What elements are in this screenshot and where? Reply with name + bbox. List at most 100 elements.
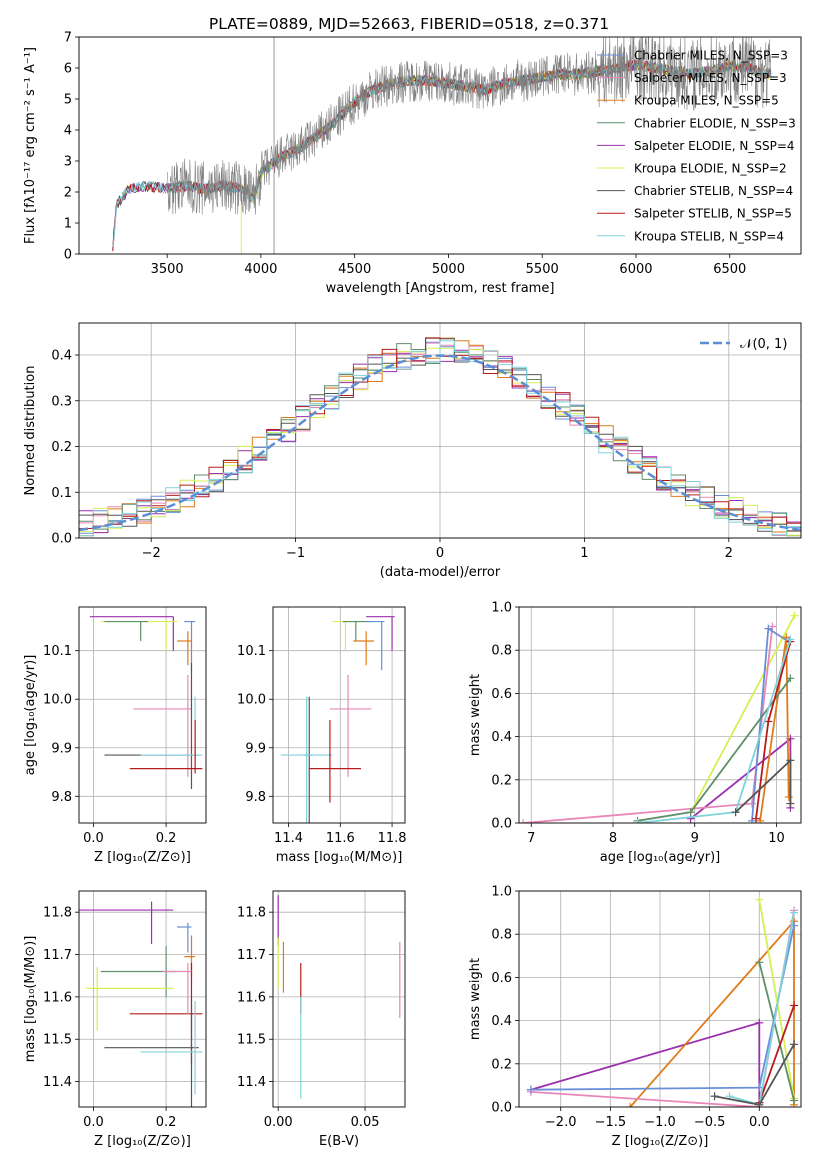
y-tick-label: 0.2 (491, 1057, 512, 1072)
legend-label: Chabrier STELIB, N_SSP=4 (634, 184, 793, 198)
chart-residuals: −2 −1 0 1 2 0.0 0.1 0.2 0.3 0.4 (data-model)/error… (23, 322, 802, 580)
y-tick-label: 9.8 (51, 790, 72, 805)
axes-frame (78, 36, 802, 255)
x-tick-label: 6000 (619, 262, 652, 277)
x-tick-label: 0.05 (351, 1115, 380, 1130)
axes-frame (78, 890, 207, 1108)
plot-area (526, 895, 799, 1107)
plot-area (112, 37, 772, 254)
chart-title: PLATE=0889, MJD=52663, FIBERID=0518, z=0… (209, 15, 609, 33)
y-tick-label: 3 (64, 155, 72, 170)
y-tick-label: 0.6 (491, 687, 512, 702)
y-tick-label: 11.4 (237, 1075, 266, 1090)
chart-spectrum: 3500 4000 4500 5000 5500 6000 6500 0 1 2 3 4 5 6 7 wave… (23, 15, 802, 296)
y-tick-label: 1.0 (491, 601, 512, 616)
legend-label: Chabrier ELODIE, N_SSP=3 (634, 116, 796, 130)
x-tick-label: 4000 (244, 262, 277, 277)
y-tick-label: 9.8 (245, 790, 266, 805)
axes-frame (78, 606, 207, 824)
y-tick-label: 9.9 (51, 741, 72, 756)
legend-label: Chabrier MILES, N_SSP=3 (634, 49, 788, 63)
y-axis-label: Flux [fλ10⁻¹⁷ erg cm⁻² s⁻¹ A⁻¹] (23, 47, 38, 244)
x-tick-label: 10 (768, 831, 785, 846)
axes-frame (518, 890, 802, 1108)
axes-frame (78, 322, 802, 539)
plot-area (79, 901, 203, 1107)
x-axis-label: wavelength [Angstrom, rest frame] (326, 281, 555, 296)
y-tick-label: 10.1 (237, 644, 266, 659)
x-tick-label: 5000 (432, 262, 465, 277)
x-tick-label: 7 (527, 831, 535, 846)
weight-line (530, 925, 795, 1091)
y-tick-label: 4 (64, 124, 72, 139)
x-tick-label: −2.0 (545, 1115, 577, 1130)
plot-area (89, 616, 203, 790)
y-tick-label: 2 (64, 186, 72, 201)
x-axis-label: Z [log₁₀(Z/Z⊙)] (612, 1134, 709, 1149)
y-tick-label: 0.6 (491, 971, 512, 986)
y-axis-label: mass weight (468, 674, 483, 756)
x-axis-label: Z [log₁₀(Z/Z⊙)] (94, 850, 191, 865)
normal-curve (79, 354, 801, 532)
y-tick-label: 10.1 (43, 644, 72, 659)
x-axis-label: E(B-V) (319, 1134, 359, 1149)
x-tick-label: 6500 (713, 262, 746, 277)
chart-mass-vs-Z: 0.0 0.2 11.4 11.5 11.6 11.7 11.8 Z [log₁₀(Z/Z⊙)… (23, 890, 207, 1149)
legend-label: Salpeter MILES, N_SSP=3 (634, 71, 787, 85)
y-tick-label: 7 (64, 31, 72, 46)
x-tick-label: 0.0 (83, 831, 104, 846)
y-tick-label: 11.4 (43, 1075, 72, 1090)
weight-line (689, 615, 796, 813)
y-tick-label: 11.8 (237, 906, 266, 921)
chart-age-vs-Z: 0.0 0.2 9.8 9.9 10.0 10.1 Z [log₁₀(Z/Z⊙)] age [… (23, 606, 207, 865)
x-axis-label: mass [log₁₀(M/M⊙)] (276, 850, 403, 865)
y-tick-label: 11.7 (237, 948, 266, 963)
x-tick-label: −0.5 (694, 1115, 726, 1130)
y-tick-label: 0 (64, 248, 72, 263)
x-tick-label: 3500 (151, 262, 184, 277)
x-axis-label: Z [log₁₀(Z/Z⊙)] (94, 1134, 191, 1149)
y-tick-label: 0.3 (51, 394, 72, 409)
legend-label: Kroupa STELIB, N_SSP=4 (634, 229, 784, 243)
weight-line (758, 1005, 795, 1104)
y-axis-label: mass weight (468, 958, 483, 1040)
y-axis-label: age [log₁₀(age/yr)] (23, 655, 38, 776)
y-tick-label: 0.1 (51, 486, 72, 501)
x-tick-label: 0.00 (264, 1115, 293, 1130)
x-tick-label: 0.0 (83, 1115, 104, 1130)
data-spectrum-line (166, 37, 771, 215)
plot-area (519, 611, 799, 823)
y-tick-label: 0.4 (51, 349, 72, 364)
y-tick-label: 0.2 (491, 773, 512, 788)
y-tick-label: 0.8 (491, 644, 512, 659)
plot-area (79, 337, 801, 537)
y-tick-label: 0.2 (51, 440, 72, 455)
weight-line (758, 899, 795, 1099)
y-tick-label: 5 (64, 93, 72, 108)
y-axis-label: Normed distribution (23, 366, 38, 496)
axes-frame (272, 890, 406, 1108)
y-tick-label: 0.0 (51, 532, 72, 547)
y-axis-label: mass [log₁₀(M/M⊙)] (23, 936, 38, 1063)
x-tick-label: 0 (436, 546, 444, 561)
x-axis-label: (data-model)/error (380, 565, 501, 580)
chart-mass-weight-vs-Z: −2.0 −1.5 −1.0 −0.5 0.0 0.0 0.2 0.4 0.6 0.8 1.0 Z [… (468, 885, 802, 1149)
y-tick-label: 11.6 (237, 990, 266, 1005)
x-tick-label: −1 (286, 546, 305, 561)
y-tick-label: 11.6 (43, 990, 72, 1005)
y-tick-label: 10.0 (237, 693, 266, 708)
y-tick-label: 0.0 (491, 817, 512, 832)
chart-mass-weight-vs-age: 7 8 9 10 0.0 0.2 0.4 0.6 0.8 1.0 age [log₁₀(age/yr… (468, 601, 802, 865)
plot-area (277, 895, 401, 1099)
legend-label: 𝒩(0, 1) (740, 337, 787, 352)
x-tick-label: 0.0 (749, 1115, 770, 1130)
axes-frame (272, 606, 406, 824)
y-tick-label: 10.0 (43, 693, 72, 708)
x-tick-label: −2 (142, 546, 161, 561)
y-tick-label: 11.5 (43, 1033, 72, 1048)
x-tick-label: −1.0 (644, 1115, 676, 1130)
y-tick-label: 0.4 (491, 730, 512, 745)
y-tick-label: 0.4 (491, 1014, 512, 1029)
y-tick-label: 1.0 (491, 885, 512, 900)
